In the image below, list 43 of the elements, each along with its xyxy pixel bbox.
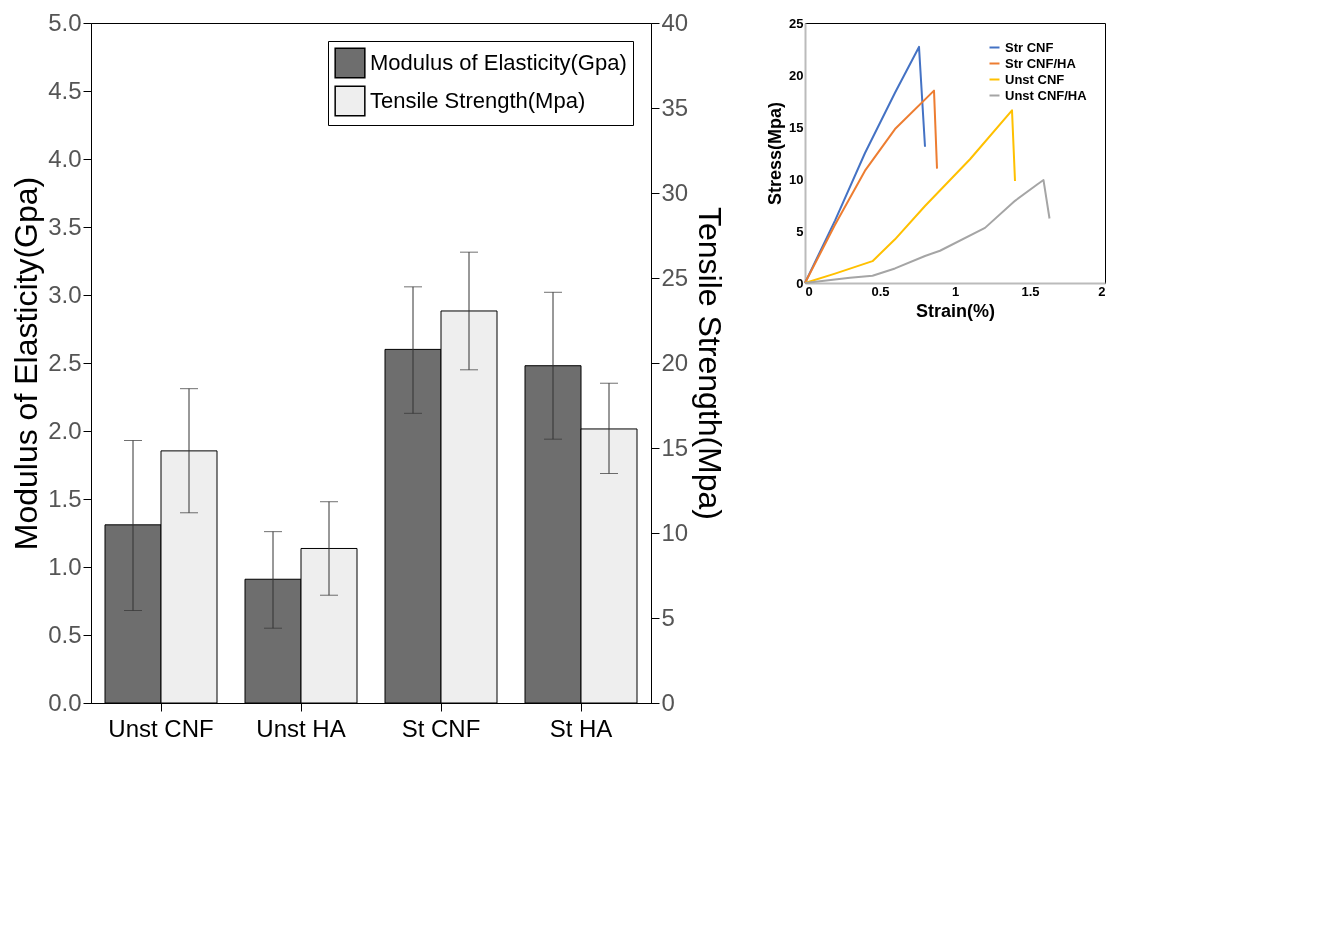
x-axis-title: Strain(%) — [915, 300, 996, 321]
y-tick-label: 15 — [789, 119, 804, 135]
y-tick-label: 0.0 — [48, 688, 82, 716]
legend-label: Unst CNF/HA — [1005, 87, 1088, 103]
y-tick-label: 1.0 — [48, 552, 82, 580]
y2-tick-label: 0 — [661, 688, 675, 716]
y-tick-label: 20 — [789, 67, 804, 83]
y-tick-label: 2.5 — [48, 348, 82, 376]
y2-tick-label: 15 — [661, 433, 689, 461]
x-tick-label: 0.5 — [871, 283, 890, 299]
y-axis-title: Stress(Mpa) — [765, 101, 786, 206]
x-tick-label: St CNF — [401, 714, 481, 742]
y-tick-label: 3.5 — [48, 212, 82, 240]
y-tick-label: 1.5 — [48, 484, 82, 512]
y-tick-label: 0.5 — [48, 620, 82, 648]
y2-tick-label: 5 — [661, 603, 675, 631]
y-axis-title: Modulus of Elasticity(Gpa) — [8, 176, 45, 551]
x-tick-label: Unst HA — [256, 714, 346, 742]
y2-tick-label: 30 — [661, 178, 689, 206]
y-tick-label: 25 — [789, 15, 804, 31]
legend-label: Str CNF/HA — [1005, 55, 1077, 71]
y-tick-label: 5 — [796, 223, 804, 239]
x-tick-label: 1 — [951, 283, 960, 299]
x-tick-label: 1.5 — [1021, 283, 1040, 299]
y2-tick-label: 20 — [661, 348, 689, 376]
x-tick-label: 2 — [1098, 283, 1106, 299]
legend-label: Str CNF — [1005, 39, 1054, 55]
y-tick-label: 5.0 — [48, 8, 82, 36]
legend-label: Modulus of Elasticity(Gpa) — [370, 50, 627, 75]
y-tick-label: 10 — [789, 171, 804, 187]
y2-tick-label: 25 — [661, 263, 689, 291]
y2-axis-title: Tensile Strength(Mpa) — [692, 206, 729, 521]
legend-label: Tensile Strength(Mpa) — [370, 88, 586, 113]
y2-tick-label: 10 — [661, 518, 689, 546]
x-tick-label: Unst CNF — [108, 714, 214, 742]
y-tick-label: 3.0 — [48, 280, 82, 308]
y-tick-label: 4.0 — [48, 144, 82, 172]
legend-label: Unst CNF — [1005, 71, 1065, 87]
y-tick-label: 4.5 — [48, 76, 82, 104]
x-tick-label: St HA — [549, 714, 613, 742]
y-tick-label: 2.0 — [48, 416, 82, 444]
y2-tick-label: 35 — [661, 93, 689, 121]
y2-tick-label: 40 — [661, 8, 689, 36]
